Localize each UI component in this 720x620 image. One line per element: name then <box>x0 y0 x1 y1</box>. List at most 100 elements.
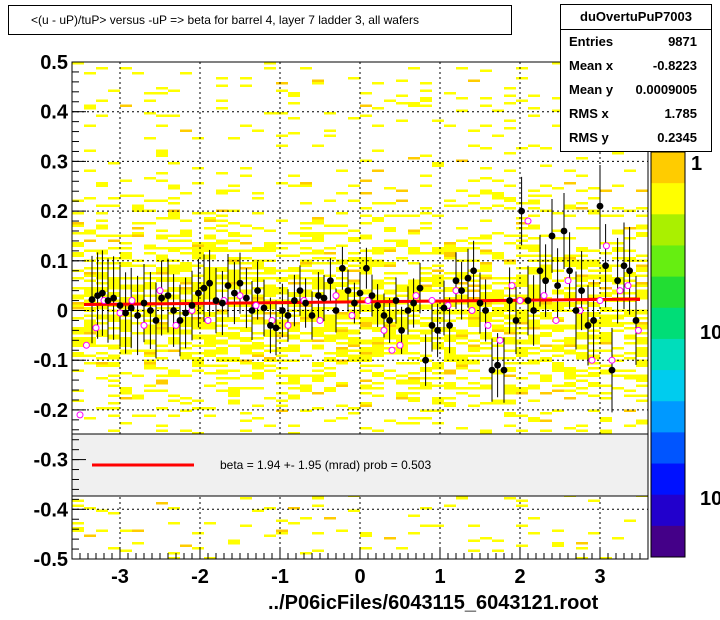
mean-point <box>410 299 417 307</box>
magenta-point <box>140 321 148 329</box>
magenta-point <box>116 309 124 317</box>
histogram-cell <box>324 334 336 337</box>
histogram-cell <box>168 272 180 275</box>
histogram-cell <box>204 557 216 560</box>
histogram-cell <box>252 374 264 377</box>
histogram-cell <box>564 369 576 372</box>
histogram-cell <box>228 327 240 330</box>
histogram-cell <box>276 144 288 147</box>
histogram-cell <box>120 262 132 265</box>
histogram-cell <box>180 129 192 132</box>
histogram-cell <box>108 407 120 410</box>
histogram-cell <box>372 387 384 390</box>
histogram-cell <box>516 392 528 395</box>
histogram-cell <box>216 352 228 355</box>
histogram-cell <box>432 162 444 165</box>
histogram-cell <box>324 517 336 520</box>
histogram-cell <box>360 289 372 292</box>
histogram-cell <box>396 287 408 290</box>
histogram-cell <box>552 339 564 342</box>
histogram-cell <box>564 324 576 327</box>
mean-point <box>548 232 556 240</box>
mean-point <box>127 304 135 312</box>
histogram-cell <box>384 277 396 280</box>
histogram-cell <box>576 392 588 395</box>
histogram-cell <box>96 362 108 365</box>
histogram-cell <box>432 397 444 400</box>
histogram-cell <box>456 392 468 395</box>
histogram-cell <box>456 329 468 332</box>
mean-point <box>470 267 477 275</box>
histogram-cell <box>516 429 528 432</box>
histogram-cell <box>516 244 528 247</box>
histogram-cell <box>108 247 120 250</box>
histogram-cell <box>336 529 348 532</box>
histogram-cell <box>420 524 432 527</box>
histogram-cell <box>420 324 432 327</box>
mean-point <box>152 317 160 324</box>
histogram-cell <box>276 349 288 352</box>
histogram-cell <box>636 422 648 425</box>
histogram-cell <box>444 257 456 260</box>
histogram-cell <box>516 279 528 282</box>
histogram-cell <box>456 367 468 370</box>
histogram-cell <box>204 217 216 220</box>
histogram-cell <box>300 182 312 185</box>
histogram-cell <box>504 342 516 345</box>
histogram-cell <box>528 384 540 387</box>
histogram-cell <box>252 247 264 250</box>
histogram-cell <box>636 264 648 267</box>
color-palette <box>650 151 686 558</box>
histogram-cell <box>576 547 588 550</box>
histogram-cell <box>324 129 336 132</box>
histogram-cell <box>204 349 216 352</box>
histogram-cell <box>396 294 408 297</box>
histogram-cell <box>288 379 300 382</box>
histogram-cell <box>348 357 360 360</box>
palette-band <box>651 214 685 246</box>
histogram-cell <box>312 329 324 332</box>
histogram-cell <box>96 344 108 347</box>
histogram-cell <box>588 249 600 252</box>
histogram-cell <box>372 344 384 347</box>
histogram-cell <box>420 307 432 310</box>
histogram-cell <box>480 242 492 245</box>
histogram-cell <box>636 289 648 292</box>
histogram-cell <box>324 372 336 375</box>
histogram-cell <box>504 87 516 90</box>
histogram-cell <box>240 347 252 350</box>
histogram-cell <box>156 87 168 90</box>
histogram-cell <box>96 407 108 410</box>
mean-point <box>506 297 513 304</box>
histogram-cell <box>636 347 648 350</box>
histogram-cell <box>216 357 228 360</box>
histogram-cell <box>528 202 540 205</box>
stats-label: Entries <box>569 34 614 49</box>
histogram-cell <box>264 534 276 537</box>
histogram-cell <box>108 204 120 207</box>
histogram-cell <box>360 192 372 195</box>
histogram-cell <box>144 364 156 367</box>
histogram-cell <box>456 227 468 230</box>
histogram-cell <box>336 349 348 352</box>
histogram-cell <box>264 292 276 295</box>
histogram-cell <box>636 394 648 397</box>
histogram-cell <box>636 189 648 192</box>
histogram-cell <box>600 324 612 327</box>
histogram-cell <box>348 279 360 282</box>
histogram-cell <box>192 242 204 245</box>
histogram-cell <box>360 317 372 320</box>
histogram-cell <box>264 229 276 232</box>
histogram-cell <box>456 497 468 500</box>
histogram-cell <box>516 352 528 355</box>
histogram-cell <box>480 267 492 270</box>
mean-point <box>363 264 370 272</box>
histogram-cell <box>552 544 564 547</box>
histogram-cell <box>552 229 564 232</box>
histogram-cell <box>348 264 360 267</box>
histogram-cell <box>360 384 372 387</box>
histogram-cell <box>636 282 648 285</box>
histogram-cell <box>348 199 360 202</box>
histogram-cell <box>288 232 300 235</box>
histogram-cell <box>168 507 180 510</box>
